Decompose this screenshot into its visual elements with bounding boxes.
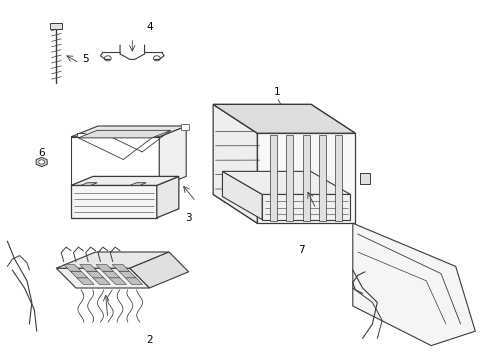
Polygon shape [71, 137, 159, 187]
Circle shape [362, 176, 368, 181]
Circle shape [273, 188, 281, 194]
Polygon shape [157, 176, 179, 218]
Text: 6: 6 [38, 148, 45, 158]
Polygon shape [109, 278, 126, 284]
Polygon shape [213, 104, 257, 223]
Circle shape [322, 188, 330, 194]
Polygon shape [56, 268, 149, 288]
Circle shape [39, 160, 45, 164]
Polygon shape [119, 271, 136, 278]
Polygon shape [319, 135, 326, 221]
Polygon shape [81, 183, 97, 185]
Text: 4: 4 [146, 22, 153, 32]
Polygon shape [146, 133, 153, 137]
Text: 2: 2 [146, 335, 153, 345]
Polygon shape [125, 278, 143, 284]
Polygon shape [159, 126, 186, 187]
Polygon shape [257, 133, 355, 223]
Polygon shape [262, 194, 350, 220]
Polygon shape [50, 23, 62, 29]
Polygon shape [96, 265, 113, 271]
Polygon shape [71, 176, 179, 185]
Text: 7: 7 [298, 245, 305, 255]
Circle shape [153, 56, 160, 61]
Polygon shape [80, 265, 97, 271]
Polygon shape [222, 171, 350, 194]
Polygon shape [102, 271, 120, 278]
Polygon shape [336, 135, 343, 221]
Circle shape [104, 56, 111, 61]
Circle shape [136, 179, 141, 182]
Polygon shape [213, 194, 355, 223]
Polygon shape [270, 135, 277, 221]
Polygon shape [93, 278, 110, 284]
Polygon shape [77, 133, 85, 137]
Polygon shape [86, 271, 104, 278]
Text: 5: 5 [82, 54, 89, 64]
Polygon shape [130, 183, 146, 185]
Polygon shape [36, 157, 47, 167]
Circle shape [53, 24, 59, 28]
Polygon shape [64, 265, 81, 271]
Polygon shape [287, 135, 294, 221]
Polygon shape [112, 265, 129, 271]
Polygon shape [130, 252, 189, 288]
Polygon shape [353, 223, 475, 346]
Polygon shape [78, 130, 171, 138]
Polygon shape [56, 252, 169, 268]
Polygon shape [77, 278, 94, 284]
Polygon shape [71, 185, 157, 218]
Polygon shape [303, 135, 310, 221]
Polygon shape [213, 104, 355, 133]
Polygon shape [360, 173, 370, 184]
Polygon shape [213, 104, 355, 133]
Polygon shape [181, 124, 189, 130]
Text: 3: 3 [185, 213, 192, 223]
Polygon shape [70, 271, 88, 278]
Polygon shape [222, 171, 262, 220]
Text: 1: 1 [273, 87, 280, 97]
Polygon shape [71, 126, 186, 137]
Circle shape [87, 179, 92, 182]
